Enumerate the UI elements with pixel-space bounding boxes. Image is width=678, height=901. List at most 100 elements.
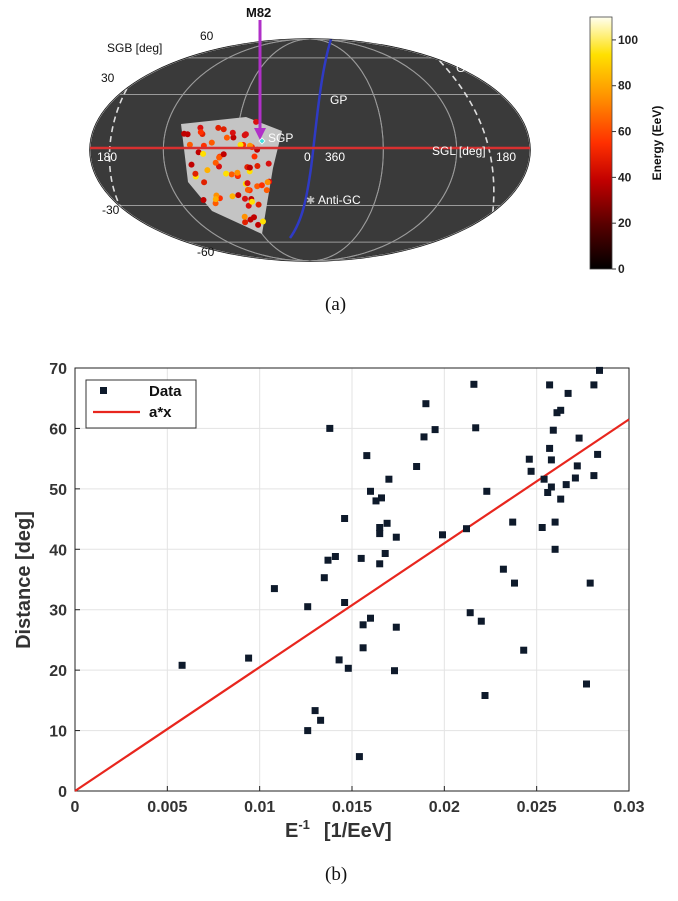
data-point	[385, 475, 393, 483]
data-point	[420, 433, 428, 441]
data-point	[483, 487, 491, 495]
data-point	[551, 518, 559, 526]
data-point	[304, 603, 312, 611]
data-point	[392, 533, 400, 541]
event-dot	[220, 151, 227, 158]
sky-map-chart: M82 SGP ✱ GC ✱ Anti-GC GP SGB [deg] SGL …	[89, 5, 664, 276]
event-dot	[188, 161, 195, 168]
meridian-line	[162, 39, 458, 261]
x-tick-label: 0.025	[517, 799, 557, 816]
x-axis-label-unit: [1/EeV]	[324, 820, 392, 842]
data-point	[583, 680, 590, 688]
event-dot	[186, 141, 193, 148]
y-tick-labels: 0 10 20 30 40 50 60 70	[49, 361, 80, 801]
gc-star-icon: ✱	[477, 59, 489, 75]
data-point	[590, 381, 598, 389]
lat-label-60: 60	[200, 29, 214, 43]
data-point	[575, 434, 583, 442]
data-point	[359, 621, 367, 629]
data-point	[335, 656, 343, 664]
data-point	[245, 654, 253, 662]
event-dot	[197, 129, 204, 136]
sgb-label: SGB [deg]	[107, 41, 162, 55]
data-point	[557, 406, 565, 414]
data-point	[547, 456, 555, 464]
data-point	[466, 609, 474, 617]
event-dot	[254, 163, 261, 169]
data-point	[355, 753, 363, 761]
m82-label: M82	[246, 5, 271, 20]
data-point	[431, 426, 439, 434]
anti-gc-star-icon: ✱	[306, 195, 315, 207]
lat-label-30: 30	[101, 71, 115, 85]
data-point	[367, 487, 374, 495]
data-point	[544, 489, 552, 496]
data-point	[472, 424, 480, 432]
data-point	[413, 463, 421, 470]
lon-label-360: 360	[325, 150, 345, 164]
data-point	[525, 455, 533, 463]
colorbar-tick-label: 80	[618, 79, 632, 93]
legend-box	[85, 379, 197, 429]
caption-a: (a)	[325, 294, 347, 315]
colorbar-ticks: 0 20 40 60 80 100	[612, 33, 638, 276]
event-dot	[260, 218, 266, 225]
event-dot	[235, 192, 242, 199]
y-axis-label: Distance [deg]	[13, 511, 35, 649]
gc-label: GC	[456, 61, 474, 75]
data-point	[573, 462, 581, 470]
data-point	[594, 450, 602, 458]
colorbar-tick-label: 20	[618, 216, 632, 230]
data-point	[546, 444, 554, 452]
x-tick-label: 0.01	[244, 799, 275, 816]
lat-label-m60: -60	[197, 245, 215, 259]
y-tick-label: 70	[49, 361, 67, 378]
event-dot	[244, 186, 251, 193]
legend-fit-label: a*x	[149, 404, 172, 421]
caption-b: (b)	[325, 864, 348, 885]
data-point	[571, 474, 579, 482]
event-dot	[230, 134, 237, 141]
data-point	[470, 380, 478, 388]
colorbar-tick-label: 40	[618, 170, 632, 184]
y-tick-label: 10	[49, 724, 67, 741]
event-dot	[245, 202, 252, 209]
event-dot	[242, 219, 249, 226]
event-dot	[234, 169, 241, 176]
data-point	[383, 519, 391, 527]
x-tick-label: 0.02	[429, 799, 460, 816]
data-point	[439, 531, 446, 539]
sgl-label: SGL [deg]	[432, 144, 486, 158]
anti-gc-label: Anti-GC	[318, 193, 361, 207]
x-axis-label-sup: -1	[298, 817, 310, 832]
colorbar-label: Energy (EeV)	[650, 106, 664, 181]
data-point	[596, 366, 603, 374]
x-tick-label: 0	[71, 799, 80, 816]
x-tick-label: 0.005	[147, 799, 187, 816]
event-dot	[241, 213, 248, 220]
colorbar-tick-label: 0	[618, 262, 625, 276]
x-tick-label: 0.03	[613, 799, 644, 816]
event-dot	[237, 141, 244, 148]
data-point	[477, 617, 485, 625]
data-point	[326, 424, 334, 432]
event-dot	[255, 201, 262, 208]
event-dot	[255, 221, 262, 228]
data-point	[357, 554, 365, 562]
data-point	[520, 646, 528, 654]
event-dot	[258, 182, 265, 189]
x-axis-label-main: E	[285, 820, 298, 842]
data-point	[509, 518, 517, 526]
data-point	[547, 483, 555, 491]
data-point	[551, 545, 559, 553]
event-dot	[216, 154, 223, 161]
data-point	[317, 716, 325, 724]
data-point	[499, 565, 507, 573]
data-point	[562, 481, 570, 489]
y-tick-label: 50	[49, 482, 67, 499]
event-dot	[244, 180, 251, 187]
data-points	[178, 366, 603, 761]
event-dot	[247, 216, 254, 223]
event-dot	[192, 170, 199, 177]
event-dot	[242, 131, 249, 138]
